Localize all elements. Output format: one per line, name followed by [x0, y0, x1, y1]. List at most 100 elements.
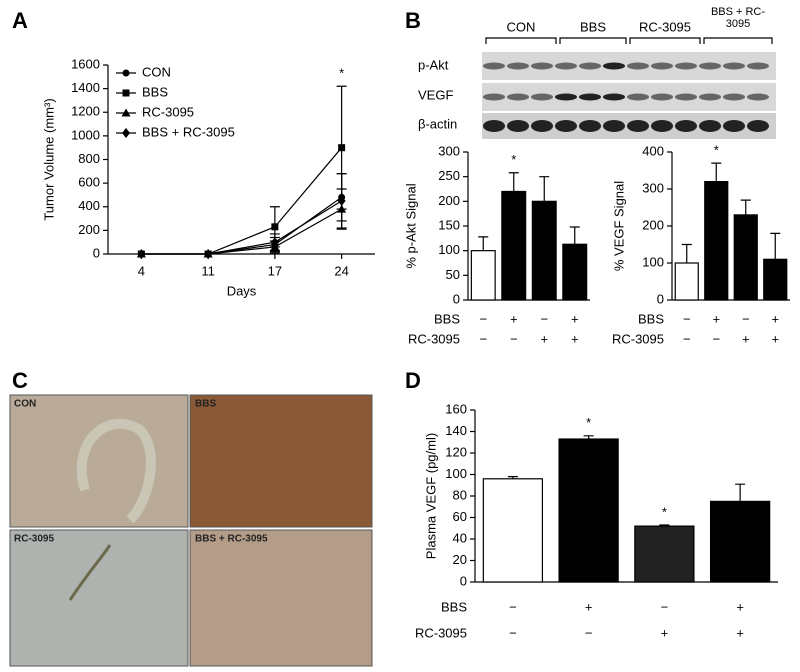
- bar: [704, 181, 729, 301]
- band: [555, 120, 577, 132]
- vessel: [68, 544, 112, 601]
- x-axis-label: Days: [227, 283, 257, 298]
- blot: CON BBS RC-3095 BBS + RC-3095 p-Akt VEGF…: [418, 6, 776, 139]
- y-tick-label: 600: [78, 175, 100, 190]
- x-tick-label: 11: [201, 263, 215, 278]
- micrograph: [189, 394, 373, 528]
- condition-name: RC-3095: [612, 331, 664, 346]
- micrograph-label: BBS + RC-3095: [195, 534, 268, 545]
- condition-sign: −: [509, 625, 517, 640]
- bar: [709, 500, 771, 583]
- x-tick-label: 24: [334, 263, 348, 278]
- y-axis-label: % p-Akt Signal: [403, 183, 418, 268]
- condition-sign: +: [771, 311, 779, 326]
- band: [651, 93, 673, 101]
- error-bar: [569, 226, 580, 245]
- band: [483, 93, 505, 101]
- condition-sign: −: [683, 331, 691, 346]
- condition-sign: +: [585, 599, 593, 614]
- band: [507, 93, 529, 101]
- error-bar: [711, 162, 722, 182]
- y-tick-label: 300: [438, 143, 460, 158]
- error-bar: [770, 232, 781, 260]
- group-bracket: [485, 37, 773, 44]
- bar: [501, 190, 527, 301]
- marker: [122, 89, 130, 97]
- y-tick-label: 50: [446, 267, 460, 282]
- band: [747, 62, 769, 70]
- band: [483, 120, 505, 132]
- legend-label: BBS: [142, 84, 168, 99]
- bar: [482, 478, 544, 583]
- error-bar: [740, 199, 751, 215]
- marker: [137, 249, 146, 259]
- annotation: *: [586, 415, 591, 430]
- micrographs: CON BBS RC-3095 BBS + RC-3095: [9, 394, 373, 667]
- blot-row: β-actin: [418, 116, 457, 131]
- blot-group: RC-3095: [639, 19, 691, 34]
- y-tick-label: 120: [445, 444, 467, 459]
- condition-sign: +: [742, 331, 750, 346]
- bar: [763, 258, 788, 301]
- marker: [122, 128, 130, 138]
- band: [603, 93, 625, 101]
- y-tick-label: 60: [453, 509, 467, 524]
- condition-sign: −: [661, 599, 669, 614]
- y-axis-label: % VEGF Signal: [611, 181, 626, 271]
- marker: [338, 144, 346, 152]
- band: [603, 62, 625, 70]
- y-tick-label: 100: [438, 242, 460, 257]
- band: [723, 93, 745, 101]
- condition-sign: +: [540, 331, 548, 346]
- condition-sign: −: [479, 311, 487, 326]
- y-tick-label: 1000: [71, 127, 100, 142]
- condition-sign: +: [510, 311, 518, 326]
- band: [483, 62, 505, 70]
- x-tick-label: 17: [268, 263, 282, 278]
- panel-letter: C: [12, 368, 28, 393]
- marker: [271, 223, 279, 231]
- band: [699, 120, 721, 132]
- condition-name: BBS: [434, 311, 460, 326]
- bar: [733, 214, 758, 301]
- y-tick-label: 200: [642, 217, 664, 232]
- panel-letter: D: [405, 368, 421, 393]
- band: [579, 120, 601, 132]
- band: [627, 93, 649, 101]
- condition-sign: +: [661, 625, 669, 640]
- marker: [121, 108, 131, 117]
- vessel: [76, 418, 156, 524]
- x-tick-label: 4: [138, 263, 145, 278]
- y-tick-label: 100: [642, 254, 664, 269]
- blot-group-box: BBS + RC-3095: [711, 6, 765, 30]
- bar: [531, 200, 557, 301]
- band: [507, 120, 529, 132]
- condition-sign: −: [585, 625, 593, 640]
- series-line: [141, 200, 342, 255]
- y-tick-label: 400: [78, 198, 100, 213]
- y-tick-label: 150: [438, 217, 460, 232]
- band: [675, 62, 697, 70]
- y-tick-label: 140: [445, 423, 467, 438]
- condition-sign: +: [736, 625, 744, 640]
- band: [627, 62, 649, 70]
- y-axis-label: Tumor Volume (mm³): [41, 98, 56, 220]
- condition-sign: −: [683, 311, 691, 326]
- band: [747, 93, 769, 101]
- y-tick-label: 0: [657, 291, 664, 306]
- y-tick-label: 100: [445, 466, 467, 481]
- band: [675, 120, 697, 132]
- micrograph: [9, 529, 189, 667]
- band: [507, 62, 529, 70]
- annotation: *: [511, 152, 516, 167]
- band: [723, 62, 745, 70]
- error-bar: [508, 172, 519, 192]
- legend-label: RC-3095: [142, 104, 194, 119]
- band: [747, 120, 769, 132]
- annotation: *: [662, 504, 667, 519]
- condition-sign: +: [712, 311, 720, 326]
- error-bar: [539, 176, 550, 202]
- condition-sign: −: [510, 331, 518, 346]
- band: [531, 120, 553, 132]
